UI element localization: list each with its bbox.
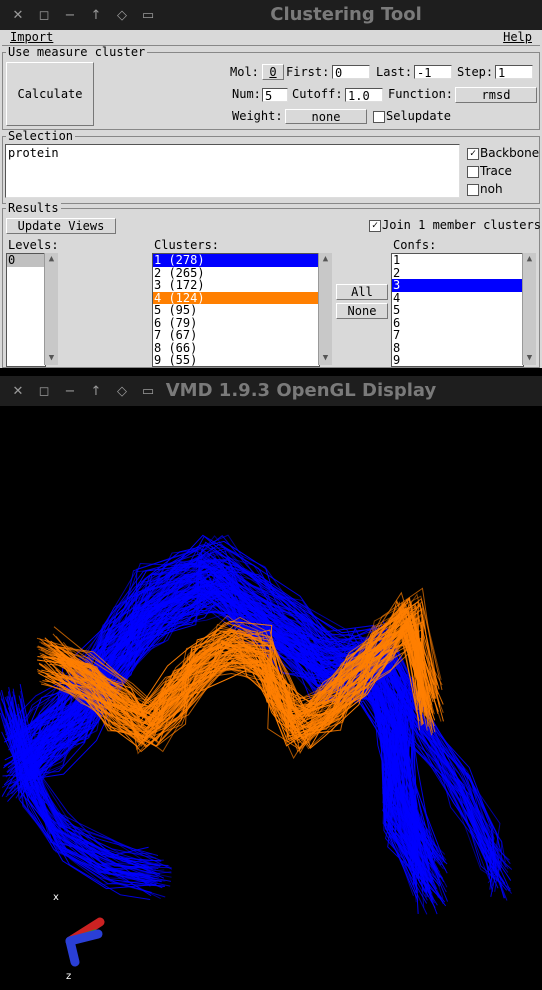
confs-label: Confs: [393,238,437,252]
backbone-checkbox[interactable]: ✓ [467,148,479,160]
trace-label: Trace [480,164,512,178]
last-input[interactable]: -1 [414,65,452,80]
results-frame [2,208,540,368]
first-label: First: [286,65,330,79]
confs-scrollbar[interactable]: ▲ ▼ [522,253,536,365]
cluster4-trajectory-bundle [36,587,444,760]
minimize-icon[interactable]: − [64,7,76,23]
cluster-item[interactable]: 1 (278) [153,254,319,267]
cluster-item[interactable]: 3 (172) [154,278,205,292]
conf-item[interactable]: 6 [393,315,401,330]
import-menu[interactable]: Import [10,30,54,44]
weight-menu-button[interactable]: none [285,109,367,124]
maximize-icon[interactable]: ◻ [38,7,50,23]
confs-listbox[interactable]: 1 2 3 4 5 6 7 8 9 [391,253,524,367]
conf-item[interactable]: 1 [393,253,401,267]
num-input[interactable]: 5 [262,88,288,103]
cutoff-input[interactable]: 1.0 [345,88,383,103]
close-icon[interactable]: ✕ [12,383,24,399]
num-label: Num: [232,87,261,101]
selection-legend: Selection [6,129,76,143]
all-button[interactable]: All [336,284,388,300]
selection-text[interactable]: protein [5,144,460,198]
axis-z-label: z [66,971,71,982]
function-menu-button[interactable]: rmsd [455,87,537,103]
axis-x-label: x [53,892,59,903]
cluster-item[interactable]: 8 (66) [154,340,198,355]
conf-item[interactable]: 4 [393,290,401,305]
first-input[interactable]: 0 [332,65,370,80]
conf-item[interactable]: 8 [393,340,401,355]
menubar: Import Help [2,30,540,46]
scroll-down-icon[interactable]: ▼ [322,353,329,363]
molecule-render: x z [0,534,513,982]
minimize-icon[interactable]: − [64,383,76,399]
window-menu-icon[interactable]: ▭ [141,7,155,23]
help-menu[interactable]: Help [503,30,532,44]
scroll-up-icon[interactable]: ▲ [322,254,329,264]
cluster-item[interactable]: 5 (95) [154,303,198,317]
cluster-item[interactable]: 7 (67) [154,328,198,342]
window-title: Clustering Tool [270,4,422,25]
levels-listbox[interactable]: 0 [6,253,46,367]
scroll-down-icon[interactable]: ▼ [526,353,533,363]
conf-item[interactable]: 2 [393,265,401,280]
function-label: Function: [388,87,454,101]
selupdate-label: Selupdate [386,109,452,123]
join-checkbox[interactable]: ✓ [369,220,381,232]
trace-checkbox[interactable] [467,166,479,178]
mol-label: Mol: [230,65,259,79]
level-item[interactable]: 0 [7,254,45,267]
results-legend: Results [6,201,61,215]
cluster-item[interactable]: 9 (55) [154,353,198,367]
cutoff-label: Cutoff: [292,87,343,101]
step-input[interactable]: 1 [495,65,533,80]
cluster-item[interactable]: 4 (124) [153,291,319,304]
conf-item[interactable]: 5 [393,303,401,317]
conf-item[interactable]: 3 [392,279,523,292]
axes-indicator: x z [53,892,105,982]
clusters-listbox[interactable]: 1 (278) 2 (265) 3 (172) 4 (124) 5 (95) 6… [152,253,320,367]
conf-item[interactable]: 9 [393,353,401,367]
calculate-button[interactable]: Calculate [6,62,94,126]
backbone-label: Backbone [480,146,540,160]
scroll-up-icon[interactable]: ▲ [48,254,55,264]
mol-menu-button[interactable]: 0 [262,64,284,80]
clustering-panel: Import Help Use measure cluster Calculat… [0,30,542,368]
gl-window-title: VMD 1.9.3 OpenGL Display [165,380,437,401]
gl-titlebar[interactable]: ✕ ◻ − ↑ ◇ ▭ VMD 1.9.3 OpenGL Display [0,376,542,406]
last-label: Last: [376,65,413,79]
clustering-titlebar[interactable]: ✕ ◻ − ↑ ◇ ▭ Clustering Tool [0,0,542,30]
update-views-button[interactable]: Update Views [6,218,116,234]
scroll-up-icon[interactable]: ▲ [526,254,533,264]
shade-icon[interactable]: ◇ [117,7,127,23]
none-button[interactable]: None [336,303,388,319]
cluster-item[interactable]: 6 (79) [154,315,198,330]
measure-frame [2,52,540,130]
opengl-display[interactable]: x z [0,406,542,987]
clusters-label: Clusters: [154,238,220,252]
levels-label: Levels: [8,238,59,252]
scroll-down-icon[interactable]: ▼ [48,353,55,363]
window-menu-icon[interactable]: ▭ [141,383,155,399]
selupdate-checkbox[interactable] [373,111,385,123]
raise-icon[interactable]: ↑ [90,383,102,399]
measure-legend: Use measure cluster [6,45,148,59]
raise-icon[interactable]: ↑ [90,7,102,23]
noh-label: noh [480,182,503,196]
noh-checkbox[interactable] [467,184,479,196]
maximize-icon[interactable]: ◻ [38,383,50,399]
levels-scrollbar[interactable]: ▲ ▼ [44,253,58,365]
selection-frame [2,136,540,204]
weight-label: Weight: [232,109,283,123]
conf-item[interactable]: 7 [393,328,401,342]
clusters-scrollbar[interactable]: ▲ ▼ [318,253,332,365]
cluster1-trajectory-bundle [0,534,513,915]
shade-icon[interactable]: ◇ [117,383,127,399]
join-label: Join 1 member clusters [382,218,541,232]
close-icon[interactable]: ✕ [12,7,24,23]
cluster-item[interactable]: 2 (265) [154,265,205,280]
step-label: Step: [457,65,494,79]
